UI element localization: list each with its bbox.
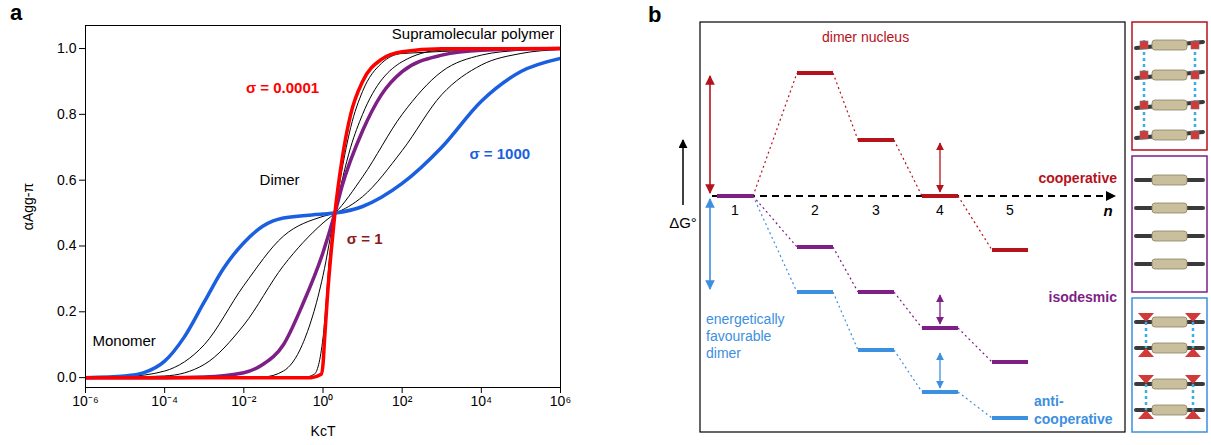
svg-text:10⁰: 10⁰ [313, 393, 334, 409]
svg-text:10⁴: 10⁴ [471, 393, 493, 409]
svg-text:5: 5 [1006, 202, 1014, 218]
svg-text:3: 3 [872, 202, 880, 218]
svg-text:cooperative: cooperative [1034, 411, 1113, 427]
svg-text:10⁶: 10⁶ [550, 393, 571, 409]
svg-text:isodesmic: isodesmic [1049, 289, 1118, 305]
svg-text:Dimer: Dimer [260, 171, 300, 188]
svg-text:ΔG°: ΔG° [669, 214, 697, 231]
svg-text:0.2: 0.2 [57, 303, 77, 319]
html-text:a: a [10, 0, 23, 25]
svg-text:b: b [648, 2, 661, 27]
svg-text:favourable: favourable [706, 328, 772, 344]
svg-text:Supramolecular polymer: Supramolecular polymer [392, 25, 555, 42]
svg-text:1.0: 1.0 [57, 40, 77, 56]
svg-text:0.0: 0.0 [57, 369, 77, 385]
svg-text:10⁻⁴: 10⁻⁴ [151, 393, 178, 409]
svg-text:Monomer: Monomer [92, 332, 155, 349]
svg-text:σ = 0.0001: σ = 0.0001 [246, 79, 319, 96]
svg-text:σ = 1: σ = 1 [347, 230, 383, 247]
svg-text:cooperative: cooperative [1038, 170, 1117, 186]
svg-text:dimer nucleus: dimer nucleus [822, 29, 909, 45]
svg-text:1: 1 [731, 202, 739, 218]
svg-text:αAgg-π: αAgg-π [20, 182, 36, 230]
svg-text:KcT: KcT [311, 423, 336, 439]
svg-text:10⁻²: 10⁻² [231, 393, 257, 409]
svg-text:anti-: anti- [1034, 393, 1064, 409]
svg-text:n: n [1103, 202, 1112, 219]
svg-text:4: 4 [936, 202, 944, 218]
svg-text:10²: 10² [392, 393, 413, 409]
svg-text:dimer: dimer [706, 345, 741, 361]
svg-text:0.8: 0.8 [57, 106, 77, 122]
svg-text:2: 2 [811, 202, 819, 218]
svg-text:0.6: 0.6 [57, 172, 77, 188]
svg-text:10⁻⁶: 10⁻⁶ [72, 393, 98, 409]
svg-text:0.4: 0.4 [57, 237, 77, 253]
svg-text:σ = 1000: σ = 1000 [469, 145, 530, 162]
svg-text:energetically: energetically [706, 311, 785, 327]
